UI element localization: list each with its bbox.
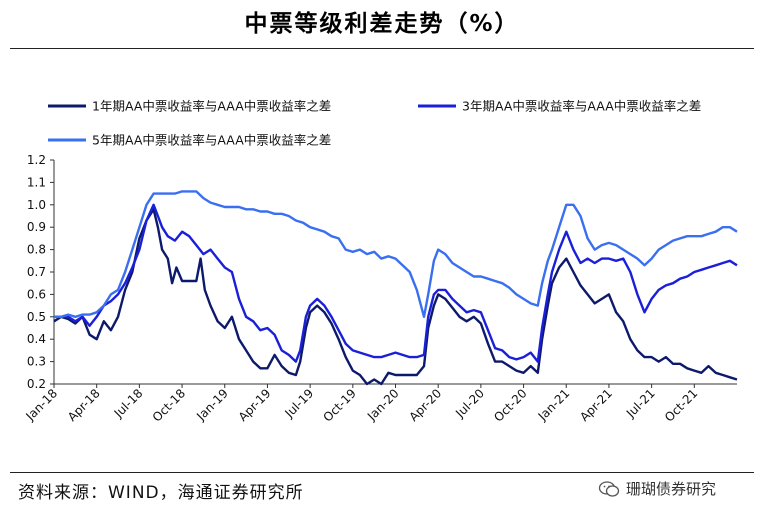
legend-item-1: 1年期AA中票收益率与AAA中票收益率之差 (48, 99, 331, 114)
x-tick-label: Jan-21 (535, 386, 573, 424)
legend-item-2: 3年期AA中票收益率与AAA中票收益率之差 (418, 99, 701, 114)
x-tick-label: Oct-19 (320, 386, 358, 424)
x-tick-label: Apr-20 (406, 386, 444, 424)
x-tick-label: Jul-21 (623, 386, 658, 421)
source-note: 资料来源：WIND，海通证券研究所 (18, 483, 304, 503)
legend-label: 3年期AA中票收益率与AAA中票收益率之差 (462, 99, 701, 114)
title-divider (10, 48, 754, 49)
series-line-3 (54, 190, 738, 318)
y-tick-label: 0.3 (27, 355, 46, 369)
series-lines (53, 190, 738, 386)
legend-label: 1年期AA中票收益率与AAA中票收益率之差 (92, 99, 331, 114)
page-title: 中票等级利差走势（%） (244, 11, 520, 37)
watermark: 珊瑚债券研究 (598, 478, 716, 499)
wechat-icon (598, 480, 620, 497)
y-tick-label: 1.2 (27, 153, 46, 167)
x-tick-label: Oct-21 (662, 386, 700, 424)
y-axis: 0.2 0.3 0.4 0.5 0.6 0.7 0.8 0.9 1.0 1.1 1.2 (27, 153, 55, 391)
x-tick-label: Apr-19 (236, 386, 274, 424)
y-tick-label: 1.1 (27, 175, 46, 189)
watermark-text: 珊瑚债券研究 (626, 480, 717, 498)
spread-line-chart: 1年期AA中票收益率与AAA中票收益率之差 3年期AA中票收益率与AAA中票收益率… (23, 99, 738, 425)
x-tick-label: Jan-19 (193, 386, 231, 424)
x-tick-label: Apr-18 (65, 386, 103, 424)
x-tick-label: Oct-18 (150, 386, 188, 424)
x-tick-label: Jan-18 (23, 386, 61, 424)
legend-label: 5年期AA中票收益率与AAA中票收益率之差 (92, 133, 331, 148)
footer-divider (10, 472, 754, 473)
y-tick-label: 0.9 (27, 220, 46, 234)
y-tick-label: 0.7 (27, 265, 46, 279)
series-line-1 (53, 208, 738, 386)
x-tick-label: Jul-20 (452, 386, 487, 421)
series-line-2 (54, 203, 738, 363)
x-tick-label: Oct-20 (491, 386, 529, 424)
y-tick-label: 0.5 (27, 310, 46, 324)
x-tick-label: Jul-19 (282, 386, 317, 421)
x-tick-label: Apr-21 (577, 386, 615, 424)
x-tick-label: Jan-20 (364, 386, 402, 424)
x-tick-label: Jul-18 (111, 386, 146, 421)
x-axis: Jan-18 Apr-18 Jul-18 Oct-18 Jan-19 Apr-19 Jul-… (23, 383, 737, 425)
y-tick-label: 0.8 (27, 243, 46, 257)
legend-item-3: 5年期AA中票收益率与AAA中票收益率之差 (48, 133, 331, 148)
y-tick-label: 1.0 (27, 198, 46, 212)
y-tick-label: 0.4 (27, 332, 46, 346)
chart-legend: 1年期AA中票收益率与AAA中票收益率之差 3年期AA中票收益率与AAA中票收益率… (48, 99, 701, 148)
y-tick-label: 0.2 (27, 377, 46, 391)
y-tick-label: 0.6 (27, 287, 46, 301)
